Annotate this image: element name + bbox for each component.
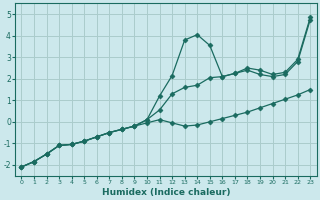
- X-axis label: Humidex (Indice chaleur): Humidex (Indice chaleur): [101, 188, 230, 197]
